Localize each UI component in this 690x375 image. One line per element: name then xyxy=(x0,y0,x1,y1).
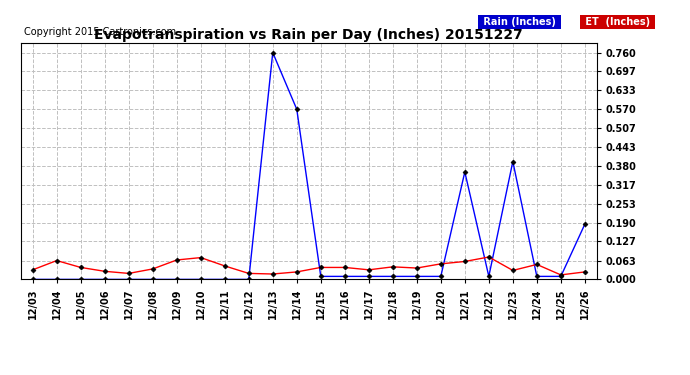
Text: Copyright 2015 Cartronics.com: Copyright 2015 Cartronics.com xyxy=(23,27,176,37)
Text: ET  (Inches): ET (Inches) xyxy=(582,17,653,27)
Text: Rain (Inches): Rain (Inches) xyxy=(480,17,559,27)
Title: Evapotranspiration vs Rain per Day (Inches) 20151227: Evapotranspiration vs Rain per Day (Inch… xyxy=(95,28,523,42)
